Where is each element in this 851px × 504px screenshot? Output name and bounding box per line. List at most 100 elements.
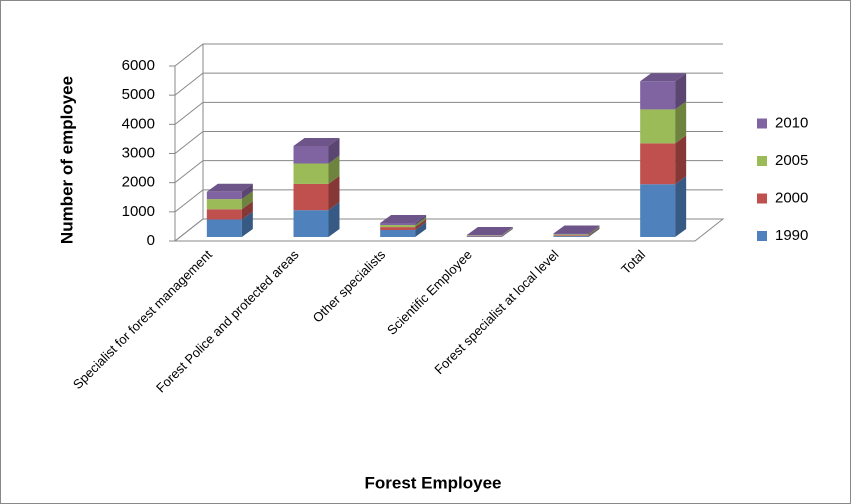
bar-segment xyxy=(380,222,427,237)
bar-segment xyxy=(380,215,427,226)
bar-segment xyxy=(553,225,600,235)
bar-segment xyxy=(640,101,687,144)
bar-front xyxy=(380,230,416,237)
bar-side xyxy=(241,201,253,220)
bar-side xyxy=(241,211,253,237)
y-tick-label: 6000 xyxy=(122,57,155,74)
bar-segment xyxy=(206,211,253,237)
y-tick-label: 5000 xyxy=(122,86,155,103)
grid-line xyxy=(174,160,723,184)
bar-segment xyxy=(553,228,600,237)
bar-side xyxy=(675,176,687,237)
bar-side xyxy=(415,219,427,230)
bar-top xyxy=(380,215,427,223)
bar-side xyxy=(415,217,427,228)
y-axis-title: Number of employee xyxy=(57,76,76,244)
bar-side xyxy=(501,227,513,236)
bar-front xyxy=(640,184,676,237)
bar-front xyxy=(293,146,329,164)
x-axis-title: Forest Employee xyxy=(365,473,502,492)
bar-front xyxy=(466,235,502,237)
y-tick-label: 4000 xyxy=(122,115,155,132)
bar-side xyxy=(588,226,600,236)
y-tick-label: 3000 xyxy=(122,144,155,161)
bar-side xyxy=(501,228,513,237)
bar-side xyxy=(241,183,253,200)
grid-line xyxy=(174,218,723,242)
legend-swatch xyxy=(757,231,767,241)
bar-side xyxy=(588,228,600,237)
bar-front xyxy=(206,191,242,200)
bar-top xyxy=(553,225,600,234)
bar-side xyxy=(588,225,600,235)
bar-front xyxy=(206,199,242,210)
bar-side xyxy=(415,215,427,226)
bar-side xyxy=(328,138,340,164)
bar-front xyxy=(380,223,416,226)
bar-top xyxy=(466,226,513,235)
bar-segment xyxy=(293,155,340,184)
bar-segment xyxy=(553,227,600,237)
legend-label: 2005 xyxy=(775,152,808,169)
bar-segment xyxy=(380,217,427,228)
bar-front xyxy=(553,233,589,235)
bar-front xyxy=(206,219,242,237)
bar-segment xyxy=(206,191,253,210)
bar-side xyxy=(328,175,340,211)
bar-front xyxy=(640,81,676,110)
bar-front xyxy=(553,234,589,236)
bar-segment xyxy=(293,175,340,211)
bar-side xyxy=(328,155,340,184)
y-tick-label: 2000 xyxy=(122,174,155,191)
bar-top xyxy=(293,138,340,146)
bar-front xyxy=(640,109,676,144)
bar-segment xyxy=(380,219,427,230)
bar-front xyxy=(206,209,242,220)
grid-line xyxy=(174,43,723,67)
bar-front xyxy=(380,225,416,228)
grid-line xyxy=(174,189,723,213)
bar-side xyxy=(675,101,687,144)
legend-label: 1990 xyxy=(775,227,808,244)
bar-front xyxy=(553,235,589,237)
bar-segment xyxy=(640,176,687,237)
bar-side xyxy=(328,202,340,237)
bar-front xyxy=(380,227,416,230)
bar-side xyxy=(675,135,687,185)
legend-swatch xyxy=(757,156,767,166)
grid-line xyxy=(174,72,723,96)
bar-segment xyxy=(466,227,513,236)
bar-segment xyxy=(640,135,687,185)
bar-front xyxy=(293,183,329,211)
bar-segment xyxy=(293,202,340,237)
bar-segment xyxy=(640,73,687,110)
bar-front xyxy=(293,163,329,184)
y-tick-label: 1000 xyxy=(122,203,155,220)
bar-front xyxy=(466,236,502,237)
legend-swatch xyxy=(757,193,767,204)
bar-side xyxy=(501,226,513,236)
grid-line xyxy=(174,101,723,125)
bar-top xyxy=(640,73,687,82)
bar-front xyxy=(553,236,589,237)
bar-side xyxy=(241,191,253,210)
bar-top xyxy=(206,183,253,192)
bar-segment xyxy=(206,183,253,200)
bar-segment xyxy=(293,138,340,164)
bar-side xyxy=(501,227,513,237)
bar-segment xyxy=(466,228,513,237)
bar-front xyxy=(293,210,329,237)
legend-label: 2000 xyxy=(775,189,808,206)
bar-side xyxy=(675,73,687,110)
bar-side xyxy=(415,222,427,237)
y-tick-label: 0 xyxy=(147,232,155,249)
bar-segment xyxy=(466,226,513,236)
bar-front xyxy=(640,143,676,185)
legend-swatch xyxy=(757,118,767,129)
bar-segment xyxy=(466,227,513,237)
bar-segment xyxy=(206,201,253,220)
bar-segment xyxy=(553,226,600,236)
